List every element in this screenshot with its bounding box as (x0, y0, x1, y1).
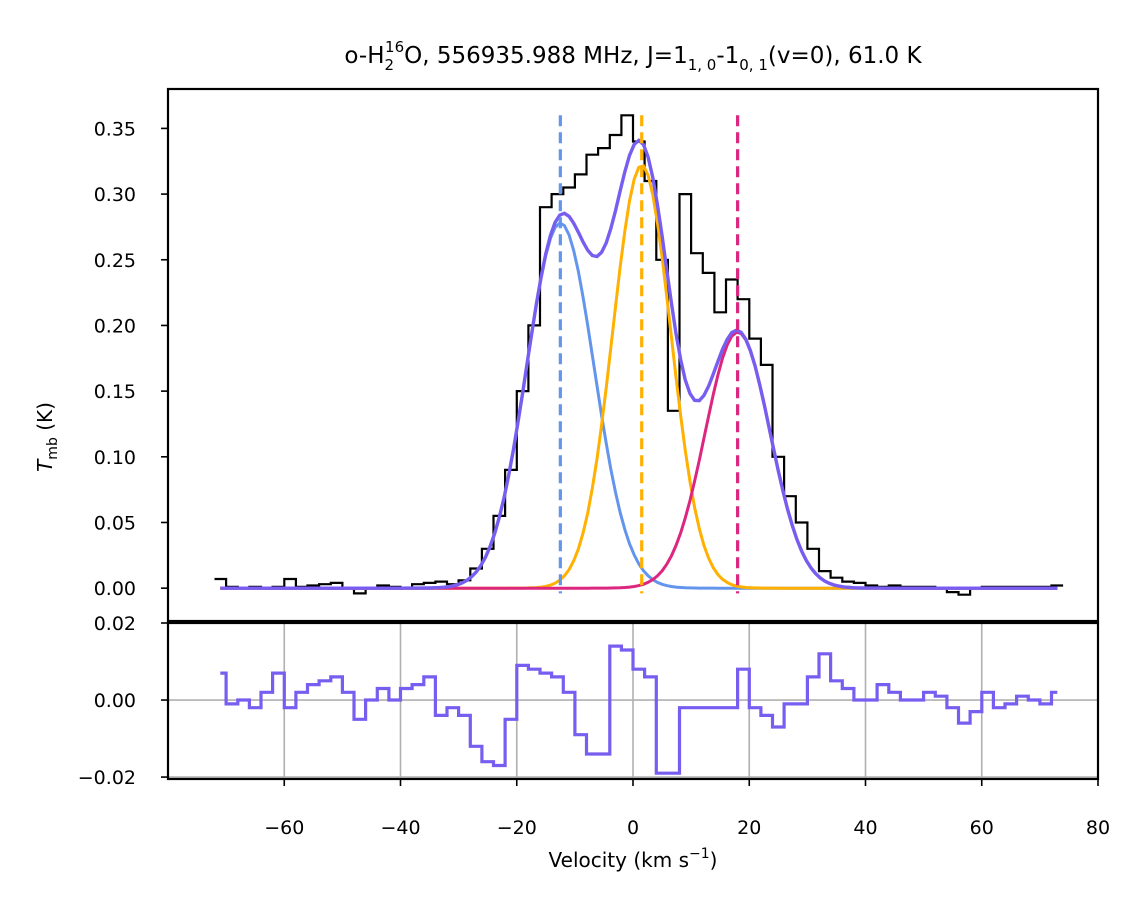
x-ticks: −60 −40 −20 0 20 40 60 80 (264, 779, 1110, 839)
total-fit-line (220, 138, 1058, 590)
spectrum-y-tick-label: 0.10 (94, 447, 136, 469)
spectrum-panel: 0.00 0.05 0.10 0.15 0.20 0.25 0.30 0.35 Tmb (K) (33, 87, 1100, 623)
residual-y-tick-label: −0.02 (78, 767, 136, 789)
x-label-main: Velocity (km s (549, 848, 689, 872)
blue-component-line (220, 221, 1058, 590)
x-label-tail: ) (710, 848, 718, 872)
y-label-sub: mb (45, 437, 61, 460)
spectrum-y-tick-label: 0.20 (94, 315, 136, 337)
title-species-sup: 16 (385, 38, 404, 56)
title-sub-2: 0, 1 (739, 56, 768, 74)
observed-spectrum-line (214, 114, 1064, 596)
title-frequency: , 556935.988 MHz, J=1 (422, 43, 687, 69)
spectrum-y-ticks: 0.00 0.05 0.10 0.15 0.20 0.25 0.30 0.35 (94, 118, 168, 600)
x-tick-label: 40 (853, 817, 877, 839)
spectrum-y-tick-label: 0.15 (94, 381, 136, 403)
orange-component-line (220, 164, 1058, 590)
x-tick-label: 0 (627, 817, 639, 839)
spectrum-marks (214, 114, 1064, 596)
spectrum-y-tick-label: 0.25 (94, 250, 136, 272)
spectrum-y-tick-label: 0.35 (94, 118, 136, 140)
title-dash: -1 (716, 43, 739, 69)
x-tick-label: 60 (970, 817, 994, 839)
title-species-sub: 2 (384, 56, 394, 74)
title-species-tail: O (404, 43, 422, 69)
x-axis-label: Velocity (km s−1) (549, 846, 718, 872)
x-tick-label: −60 (264, 817, 304, 839)
x-label-sup: −1 (689, 846, 710, 862)
chart-title: o-H216O, 556935.988 MHz, J=11, 0-10, 1(v… (344, 38, 922, 74)
residual-y-ticks: −0.02 0.00 0.02 (78, 613, 168, 789)
x-tick-label: 20 (737, 817, 761, 839)
x-tick-label: 80 (1086, 817, 1110, 839)
spectrum-frame (166, 87, 1100, 623)
spectrum-y-tick-label: 0.00 (94, 578, 136, 600)
title-sub-1: 1, 0 (688, 56, 717, 74)
magenta-component-line (220, 330, 1058, 590)
residual-y-tick-label: 0.02 (94, 613, 136, 635)
y-label-unit: (K) (33, 402, 57, 437)
spectrum-y-tick-label: 0.30 (94, 184, 136, 206)
title-tail: (v=0), 61.0 K (768, 43, 923, 69)
x-tick-label: −20 (497, 817, 537, 839)
title-species-base: o-H (344, 43, 384, 69)
residual-line (220, 644, 1058, 775)
spectrum-y-tick-label: 0.05 (94, 512, 136, 534)
x-tick-label: −40 (380, 817, 420, 839)
residual-y-tick-label: 0.00 (94, 690, 136, 712)
residual-grid (168, 622, 1098, 779)
y-axis-label: Tmb (K) (33, 402, 61, 472)
residual-marks (220, 644, 1058, 775)
residual-panel: −0.02 0.00 0.02 −60 −40 −20 0 20 40 60 80 Velocit… (78, 613, 1110, 872)
y-label-symbol: T (33, 458, 57, 472)
